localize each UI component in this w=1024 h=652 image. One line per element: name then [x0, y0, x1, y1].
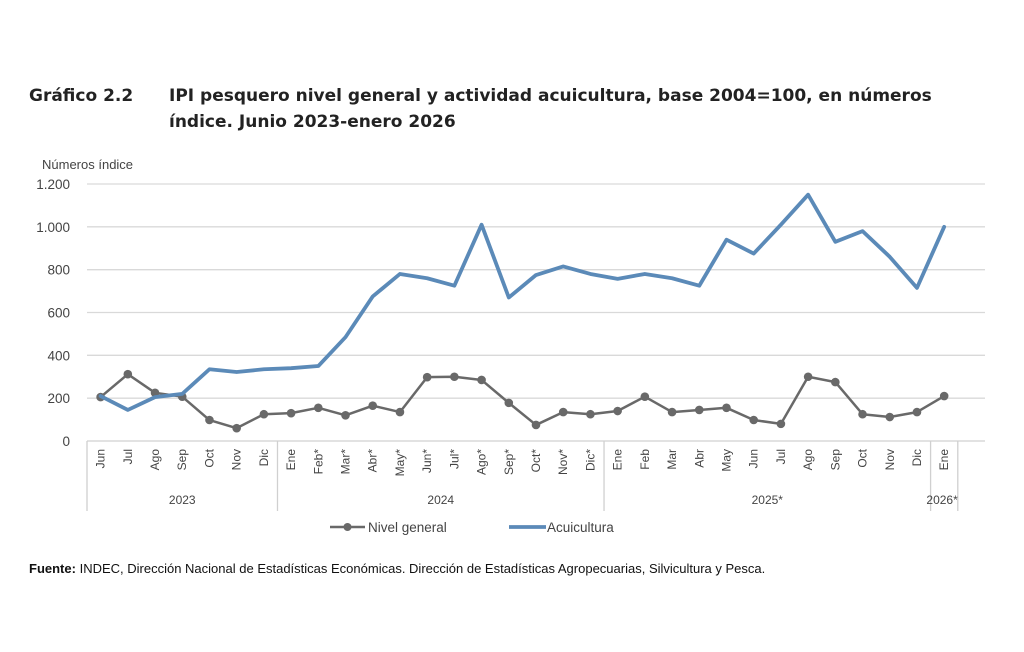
- y-tick-label: 0: [62, 434, 70, 449]
- data-point: [885, 412, 895, 422]
- x-axis: Jun Jul Ago Sep Oct Nov Dic Ene Feb* Mar* Abr* May*…: [86, 440, 985, 511]
- data-point: [912, 407, 922, 417]
- figure-number: Gráfico 2.2: [29, 86, 134, 106]
- year-group-label: 2025*: [752, 493, 784, 507]
- data-point: [450, 372, 459, 382]
- data-point: [558, 407, 568, 417]
- x-tick-label: Feb: [638, 449, 652, 470]
- x-tick-label: Feb*: [311, 449, 325, 475]
- legend: Nivel general Acuicultura: [330, 520, 614, 535]
- y-tick-label: 1.000: [36, 220, 70, 235]
- legend-label: Acuicultura: [547, 520, 614, 535]
- year-group-label: 2024: [427, 493, 454, 507]
- y-tick-labels: 0 200 400 600 800 1.000 1.200: [36, 177, 70, 449]
- y-tick-label: 200: [47, 391, 70, 406]
- y-tick-label: 1.200: [36, 177, 70, 192]
- x-tick-label: Ene: [937, 449, 951, 471]
- data-point: [776, 419, 786, 429]
- data-point: [640, 392, 650, 401]
- x-tick-label: May: [719, 449, 733, 472]
- x-tick-label: Dic: [257, 449, 271, 466]
- series-line-acuicultura: [98, 192, 947, 412]
- gridlines: [87, 183, 985, 399]
- data-point: [422, 372, 432, 382]
- source-text: INDEC, Dirección Nacional de Estadística…: [79, 561, 766, 576]
- y-tick-label: 800: [47, 263, 70, 278]
- source-label: Fuente:: [29, 561, 76, 576]
- x-tick-label: Ago*: [475, 449, 489, 475]
- x-tick-label: Ene: [611, 449, 625, 471]
- y-tick-label: 400: [47, 348, 70, 363]
- data-point: [286, 408, 296, 418]
- data-point: [858, 409, 867, 419]
- x-tick-label: Nov*: [556, 449, 570, 475]
- y-axis-label: Números índice: [42, 157, 133, 172]
- data-point: [803, 372, 813, 382]
- x-tick-label: Mar*: [339, 449, 353, 475]
- data-point: [586, 409, 595, 419]
- data-point: [205, 415, 214, 425]
- data-point: [667, 407, 677, 417]
- x-tick-label: Ago: [801, 449, 815, 471]
- x-tick-label: Sep: [828, 449, 842, 471]
- legend-marker-icon: [343, 523, 352, 531]
- x-tick-label: Nov: [230, 449, 244, 470]
- data-point: [395, 407, 405, 417]
- x-tick-label: Jul: [774, 449, 788, 464]
- x-tick-label: Nov: [883, 449, 897, 470]
- year-group-label: 2023: [169, 493, 196, 507]
- x-tick-label: Dic: [910, 449, 924, 466]
- x-tick-label: Abr*: [366, 449, 380, 473]
- data-point: [613, 406, 622, 416]
- data-point: [831, 377, 840, 387]
- x-tick-label: Dic*: [583, 449, 597, 471]
- data-point: [123, 369, 133, 379]
- x-tick-label: Oct: [202, 448, 216, 467]
- data-point: [504, 398, 514, 408]
- x-tick-label: Oct: [856, 448, 870, 467]
- x-tick-label: Sep: [175, 449, 189, 471]
- chart-title: IPI pesquero nivel general y actividad a…: [169, 86, 932, 132]
- x-tick-label: Sep*: [502, 449, 516, 475]
- series-layer: [96, 192, 949, 433]
- x-tick-label: Jun: [747, 449, 761, 468]
- source-note: Fuente: INDEC, Dirección Nacional de Est…: [29, 561, 765, 576]
- x-tick-label: Ene: [284, 449, 298, 471]
- data-point: [232, 423, 241, 433]
- legend-label: Nivel general: [368, 520, 447, 535]
- data-point: [341, 411, 350, 420]
- x-tick-label: Oct*: [529, 449, 543, 473]
- x-tick-label: Mar: [665, 449, 679, 470]
- x-tick-label: May*: [393, 449, 407, 477]
- x-tick-label: Abr: [692, 449, 706, 468]
- x-tick-label: Jul*: [447, 449, 461, 469]
- x-tick-label: Jun: [94, 449, 108, 468]
- data-point: [368, 401, 378, 410]
- series-line-nivel-general: [99, 372, 946, 430]
- x-tick-label: Jul: [121, 449, 135, 464]
- year-group-label: 2026*: [926, 493, 958, 507]
- data-point: [939, 391, 949, 401]
- data-point: [749, 415, 758, 425]
- x-tick-label: Ago: [148, 449, 162, 471]
- data-point: [477, 375, 486, 385]
- x-tick-label: Jun*: [420, 449, 434, 473]
- data-point: [531, 420, 541, 430]
- data-point: [259, 409, 269, 419]
- data-point: [694, 405, 704, 415]
- y-tick-label: 600: [47, 306, 70, 321]
- data-point: [722, 403, 731, 413]
- data-point: [314, 403, 323, 413]
